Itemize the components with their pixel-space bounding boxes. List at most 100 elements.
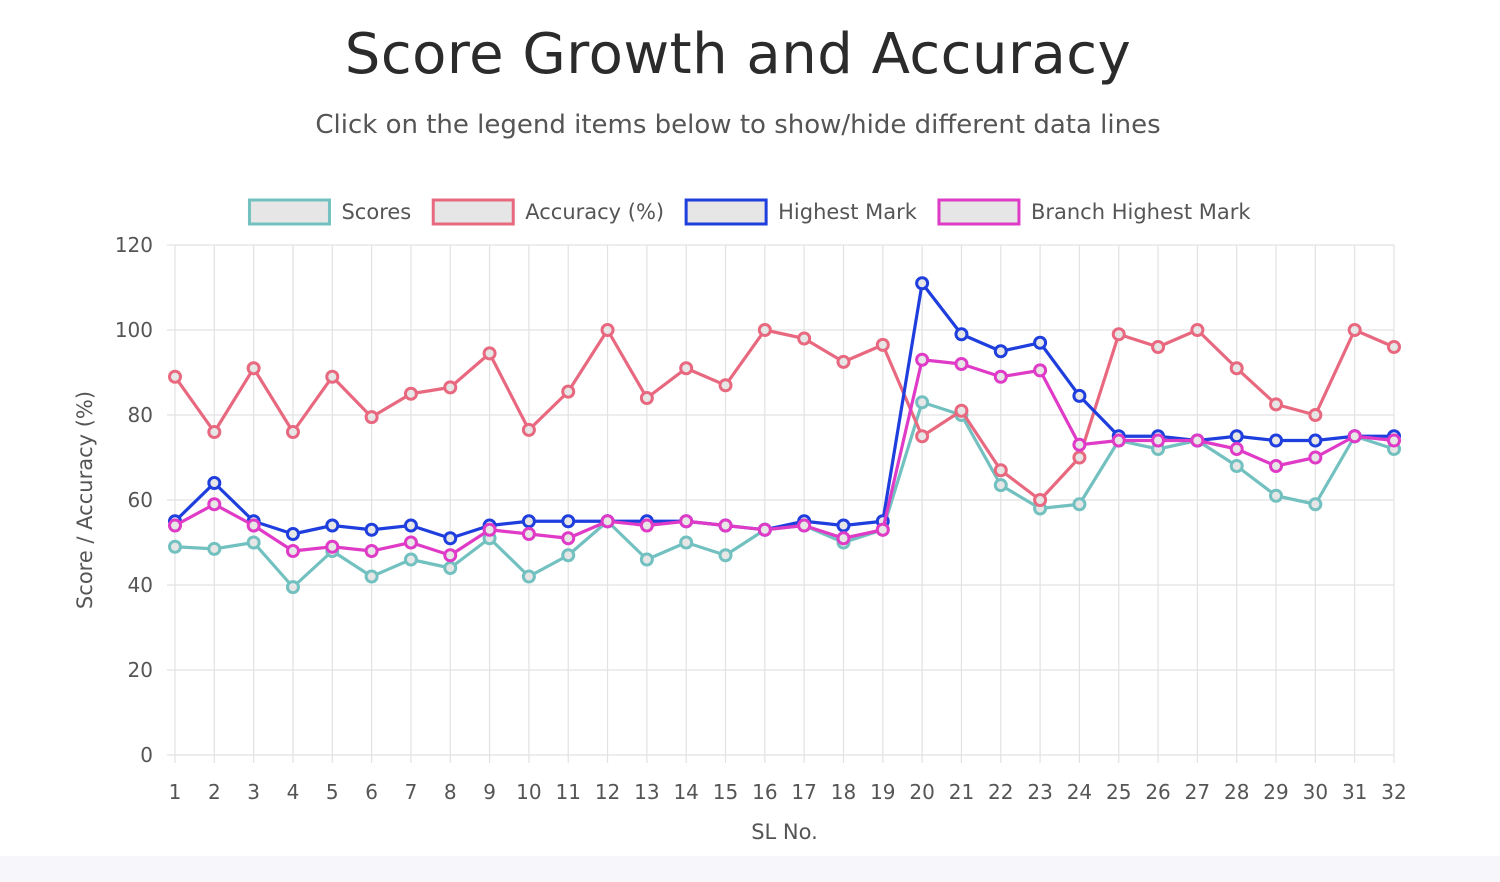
legend-item[interactable]: Branch Highest Mark (937, 198, 1251, 226)
data-point[interactable] (561, 548, 576, 563)
data-point[interactable] (679, 361, 694, 376)
data-point[interactable] (954, 403, 969, 418)
data-point[interactable] (325, 539, 340, 554)
data-point[interactable] (1308, 450, 1323, 465)
data-point[interactable] (954, 357, 969, 371)
data-point[interactable] (836, 531, 851, 546)
data-point[interactable] (797, 518, 812, 533)
data-point[interactable] (875, 522, 890, 537)
data-point[interactable] (443, 531, 458, 546)
data-point[interactable] (600, 323, 615, 337)
data-point[interactable] (915, 429, 930, 444)
data-point[interactable] (797, 331, 812, 346)
data-point[interactable] (718, 378, 733, 393)
data-point[interactable] (443, 380, 458, 395)
data-point[interactable] (1229, 361, 1244, 376)
data-point[interactable] (207, 497, 222, 512)
data-point[interactable] (993, 478, 1008, 493)
data-point[interactable] (1190, 433, 1205, 448)
data-point[interactable] (482, 346, 497, 361)
data-point[interactable] (285, 527, 300, 541)
data-point[interactable] (679, 535, 694, 550)
data-point[interactable] (954, 327, 969, 342)
data-point[interactable] (443, 548, 458, 563)
data-point[interactable] (246, 535, 261, 550)
data-point[interactable] (1347, 323, 1362, 337)
data-point[interactable] (1072, 450, 1087, 465)
legend-item[interactable]: Accuracy (%) (431, 198, 664, 226)
data-point[interactable] (168, 518, 182, 533)
data-point[interactable] (1387, 340, 1401, 354)
data-point[interactable] (364, 410, 379, 425)
data-point[interactable] (915, 276, 930, 291)
data-point[interactable] (1151, 340, 1166, 354)
data-point[interactable] (757, 323, 772, 337)
data-point[interactable] (836, 354, 851, 369)
data-point[interactable] (915, 352, 930, 367)
data-point[interactable] (1308, 408, 1323, 422)
data-point[interactable] (1269, 397, 1284, 412)
data-point[interactable] (364, 569, 379, 584)
data-point[interactable] (403, 386, 418, 401)
data-point[interactable] (1347, 429, 1362, 444)
data-point[interactable] (757, 522, 772, 537)
legend-item[interactable]: Highest Mark (684, 198, 918, 226)
data-point[interactable] (1072, 497, 1087, 512)
data-point[interactable] (1269, 433, 1284, 448)
data-point[interactable] (207, 541, 222, 556)
data-point[interactable] (521, 422, 536, 437)
data-point[interactable] (1072, 388, 1087, 403)
data-point[interactable] (285, 580, 300, 595)
data-point[interactable] (285, 425, 300, 439)
data-point[interactable] (403, 518, 418, 533)
data-point[interactable] (561, 514, 576, 529)
data-point[interactable] (1190, 323, 1205, 337)
data-point[interactable] (875, 337, 890, 352)
data-point[interactable] (246, 361, 261, 376)
data-point[interactable] (561, 384, 576, 399)
data-point[interactable] (325, 518, 340, 533)
data-point[interactable] (403, 535, 418, 550)
data-point[interactable] (993, 369, 1008, 384)
data-point[interactable] (1229, 429, 1244, 444)
data-point[interactable] (1229, 459, 1244, 473)
data-point[interactable] (1269, 459, 1284, 473)
data-point[interactable] (993, 463, 1008, 478)
data-point[interactable] (1308, 433, 1323, 448)
data-point[interactable] (561, 531, 576, 546)
data-point[interactable] (1387, 433, 1401, 448)
data-point[interactable] (1111, 327, 1126, 342)
data-point[interactable] (1308, 497, 1323, 512)
data-point[interactable] (403, 552, 418, 567)
data-point[interactable] (1111, 433, 1126, 448)
data-point[interactable] (1033, 493, 1048, 507)
data-point[interactable] (521, 527, 536, 541)
data-point[interactable] (600, 514, 615, 529)
data-point[interactable] (1033, 335, 1048, 350)
data-point[interactable] (1151, 433, 1166, 448)
data-point[interactable] (718, 548, 733, 563)
data-point[interactable] (1033, 363, 1048, 378)
data-point[interactable] (443, 561, 458, 575)
data-point[interactable] (364, 544, 379, 558)
data-point[interactable] (993, 344, 1008, 359)
data-point[interactable] (1229, 442, 1244, 456)
legend-item[interactable]: Scores (247, 198, 411, 226)
data-point[interactable] (246, 518, 261, 533)
data-point[interactable] (364, 522, 379, 537)
data-point[interactable] (639, 518, 654, 533)
data-point[interactable] (168, 369, 182, 384)
data-point[interactable] (207, 476, 222, 490)
data-point[interactable] (285, 544, 300, 558)
data-point[interactable] (1269, 488, 1284, 503)
data-point[interactable] (168, 539, 182, 554)
data-point[interactable] (521, 569, 536, 584)
data-point[interactable] (639, 391, 654, 405)
data-point[interactable] (836, 518, 851, 533)
data-point[interactable] (679, 514, 694, 529)
data-point[interactable] (718, 518, 733, 533)
data-point[interactable] (1072, 437, 1087, 452)
data-point[interactable] (482, 522, 497, 537)
data-point[interactable] (325, 369, 340, 384)
data-point[interactable] (521, 514, 536, 529)
